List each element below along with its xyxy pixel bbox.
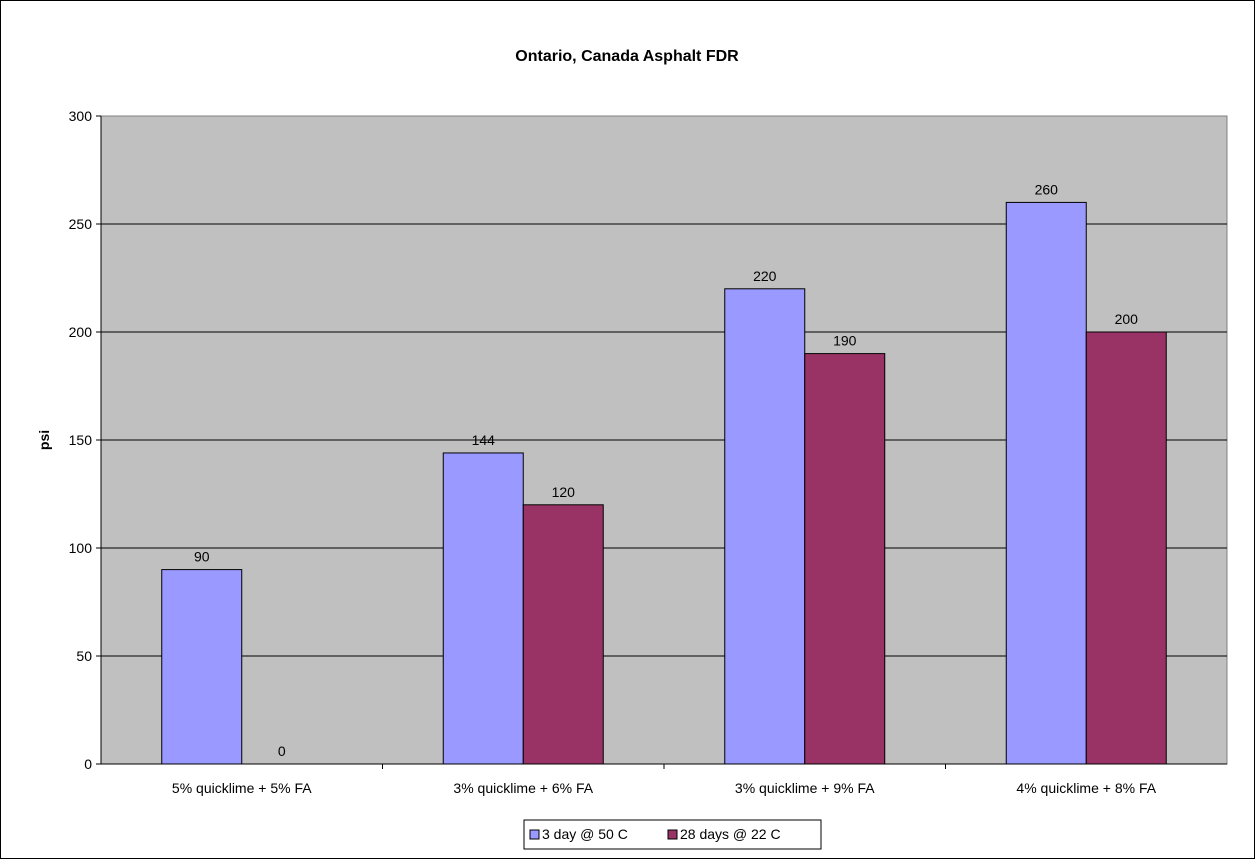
data-label-series-1-3: 220 [753,268,777,284]
y-tick-label: 250 [69,216,93,232]
bar-series-2-2 [522,504,604,765]
data-label-series-2-3: 190 [833,333,857,349]
data-label-series-1-1: 90 [194,549,210,565]
y-tick-label: 150 [69,432,93,448]
x-tick-label: 4% quicklime + 8% FA [1016,780,1156,796]
y-tick-label: 200 [69,324,93,340]
bar-series-1-2 [442,452,524,765]
data-label-series-2-4: 200 [1115,311,1139,327]
bar-series-1-3 [724,288,806,765]
x-tick-label: 3% quicklime + 9% FA [735,780,875,796]
x-axis-ticks: 5% quicklime + 5% FA 3% quicklime + 6% FA… [172,764,1157,796]
chart-title: Ontario, Canada Asphalt FDR [515,48,739,65]
y-tick-label: 300 [69,108,93,124]
data-label-series-2-1: 0 [278,743,286,759]
y-axis-label: psi [36,430,52,450]
x-tick-label: 5% quicklime + 5% FA [172,780,312,796]
bar-series-1-1 [161,569,243,765]
bar-series-1-4 [1005,201,1087,765]
y-tick-label: 0 [84,756,92,772]
legend-label-series-1: 3 day @ 50 C [542,826,628,842]
data-label-series-1-4: 260 [1035,181,1059,197]
data-label-series-1-2: 144 [472,432,496,448]
bar-series-2-3 [804,353,886,765]
legend-swatch-series-2 [667,829,678,840]
y-tick-label: 100 [69,540,93,556]
y-axis-ticks: 0 50 100 150 200 250 300 [69,108,101,772]
legend-swatch-series-1 [529,829,540,840]
data-labels: 90 0 144 120 220 190 260 200 [194,181,1138,759]
x-tick-label: 3% quicklime + 6% FA [453,780,593,796]
y-tick-label: 50 [76,648,92,664]
bar-series-2-4 [1085,331,1167,765]
data-label-series-2-2: 120 [552,484,576,500]
legend-label-series-2: 28 days @ 22 C [680,826,781,842]
bars [161,201,1167,765]
legend: 3 day @ 50 C 28 days @ 22 C [523,819,822,850]
